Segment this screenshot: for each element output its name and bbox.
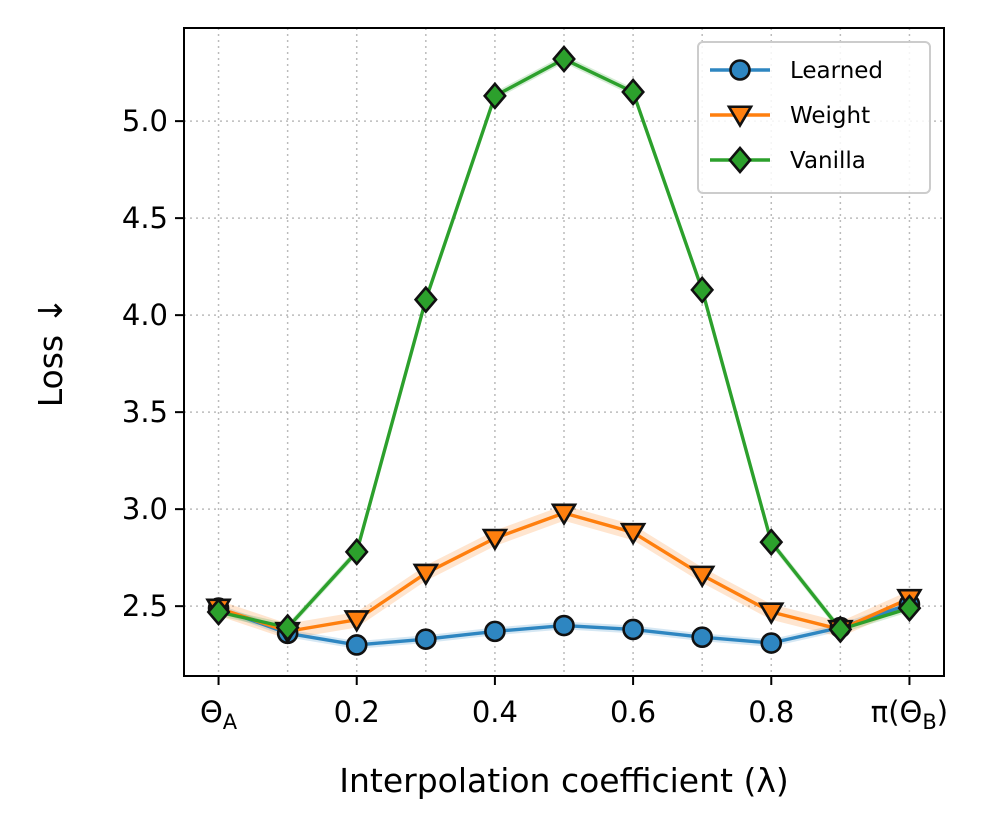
y-tick-label: 2.5 <box>122 589 168 623</box>
point-vanilla <box>483 81 507 110</box>
point-vanilla <box>690 275 715 304</box>
x-axis-title: Interpolation coefficient (λ) <box>339 761 788 800</box>
point-learned <box>553 614 575 637</box>
legend-marker-vanilla <box>728 145 752 175</box>
x-tick-main: 0.4 <box>472 695 518 729</box>
x-tick-main: Θ <box>200 695 223 729</box>
point-learned <box>691 626 713 648</box>
point-learned <box>345 634 368 656</box>
x-tick-main: 0.2 <box>334 695 380 729</box>
y-tick-label: 4.0 <box>122 298 168 332</box>
point-weight <box>619 522 647 546</box>
point-learned <box>484 620 506 643</box>
point-weight <box>550 503 578 527</box>
point-weight <box>412 563 440 587</box>
y-tick-label: 3.5 <box>122 395 168 429</box>
x-tick-label: 0.6 <box>610 695 656 729</box>
plot-frame <box>183 27 945 677</box>
point-vanilla <box>206 597 231 626</box>
x-tick-label: ΘA <box>200 695 238 734</box>
series-markers <box>205 45 923 656</box>
point-vanilla <box>759 528 784 557</box>
x-tick-label: 0.2 <box>334 695 380 729</box>
point-weight <box>343 610 371 633</box>
legend: Learned Weight Vanilla <box>697 41 931 194</box>
point-vanilla <box>828 615 853 644</box>
legend-marker-weight <box>726 105 754 129</box>
point-learned <box>415 628 437 650</box>
legend-label-weight: Weight <box>790 103 870 129</box>
point-vanilla <box>275 613 300 642</box>
point-weight <box>688 565 716 589</box>
point-vanilla <box>552 45 576 74</box>
y-tick-label: 4.5 <box>122 201 168 235</box>
legend-label-learned: Learned <box>790 58 883 84</box>
point-vanilla <box>621 78 645 107</box>
x-tick-subscript: A <box>223 710 238 734</box>
x-tick-main: 0.8 <box>748 695 794 729</box>
x-tick-prefix: π( <box>871 695 900 729</box>
axis-ticks: 2.53.03.54.04.55.0ΘA 0.2 0.4 0.6 0.8 π(ΘB) <box>122 104 948 734</box>
x-tick-label: 0.4 <box>472 695 518 729</box>
point-weight <box>481 528 509 552</box>
x-tick-subscript: B <box>922 710 936 734</box>
x-tick-main: Θ <box>900 695 923 729</box>
legend-box <box>697 41 931 194</box>
legend-label-vanilla: Vanilla <box>790 148 866 174</box>
x-tick-main: 0.6 <box>610 695 656 729</box>
y-tick-label: 3.0 <box>122 492 168 526</box>
y-axis-title: Loss ↓ <box>31 297 70 408</box>
point-weight <box>757 602 785 625</box>
legend-marker-learned <box>729 59 751 81</box>
x-tick-suffix: ) <box>937 695 948 729</box>
point-learned <box>622 618 644 641</box>
point-learned <box>760 632 783 654</box>
y-tick-label: 5.0 <box>122 104 168 138</box>
point-vanilla <box>413 285 438 314</box>
x-tick-label: π(ΘB) <box>871 695 948 734</box>
point-vanilla <box>344 537 369 566</box>
point-vanilla <box>897 594 922 623</box>
x-tick-label: 0.8 <box>748 695 794 729</box>
